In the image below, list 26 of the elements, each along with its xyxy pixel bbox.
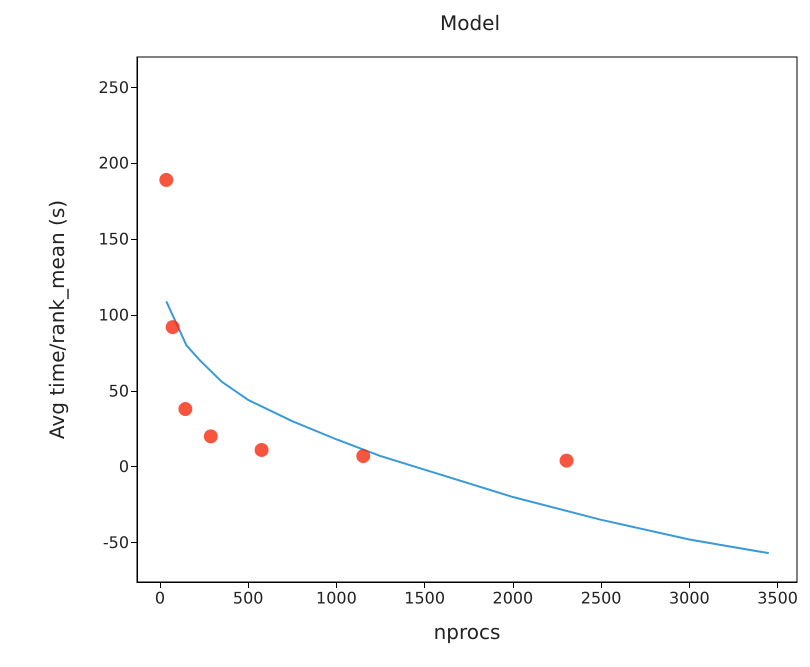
point <box>560 454 574 468</box>
chart-title: Model <box>440 11 500 35</box>
x-tick-label: 1000 <box>316 588 357 608</box>
x-tick-label: 3000 <box>668 588 710 608</box>
y-tick-label: 250 <box>98 78 129 97</box>
point <box>204 429 218 444</box>
y-tick-label: 100 <box>98 305 129 324</box>
y-tick-label: 50 <box>108 381 129 400</box>
line-series <box>165 300 770 554</box>
y-tick-label: 150 <box>98 230 129 249</box>
x-tick-label: 3500 <box>757 588 798 608</box>
y-tick-label: -50 <box>102 533 129 552</box>
point <box>159 172 174 187</box>
x-axis-title: nprocs <box>434 620 500 644</box>
x-tick-label: 2500 <box>580 588 622 608</box>
x-tick-label: 0 <box>154 588 166 608</box>
point <box>178 402 192 416</box>
y-tick-label: 0 <box>118 457 129 476</box>
point <box>166 320 180 334</box>
point <box>356 449 370 464</box>
x-tick-label: 500 <box>232 588 264 608</box>
point <box>254 442 269 457</box>
x-tick-label: 1500 <box>404 588 446 608</box>
y-tick-label: 200 <box>98 154 129 173</box>
x-tick-label: 2000 <box>492 588 534 608</box>
y-axis-title: Avg time/rank_mean (s) <box>45 200 69 440</box>
